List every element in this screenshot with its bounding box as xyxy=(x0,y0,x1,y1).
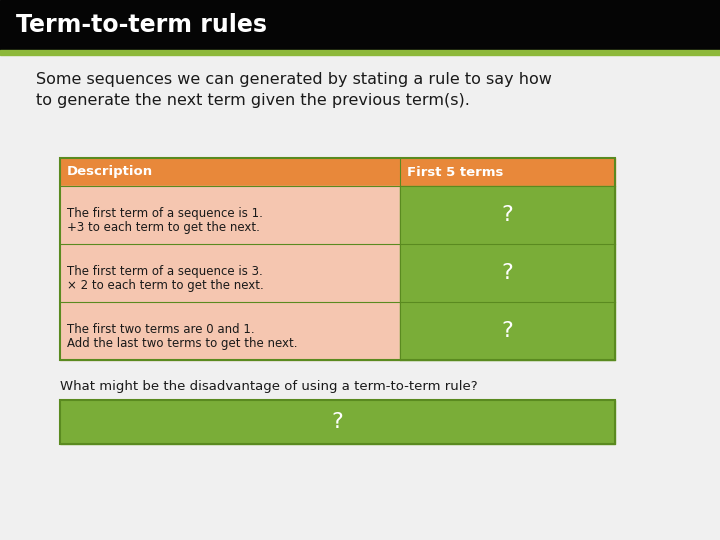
Bar xyxy=(400,186,615,244)
Bar xyxy=(0,50,720,55)
Text: The first term of a sequence is 3.: The first term of a sequence is 3. xyxy=(67,265,263,278)
Text: Term-to-term rules: Term-to-term rules xyxy=(16,13,267,37)
Bar xyxy=(60,158,400,186)
Text: ?: ? xyxy=(502,321,513,341)
Bar xyxy=(400,158,615,186)
Bar xyxy=(60,244,400,302)
Text: ?: ? xyxy=(502,205,513,225)
Text: +3 to each term to get the next.: +3 to each term to get the next. xyxy=(67,221,260,234)
Bar xyxy=(60,400,615,444)
Text: Some sequences we can generated by stating a rule to say how: Some sequences we can generated by stati… xyxy=(36,72,552,87)
Text: First 5 terms: First 5 terms xyxy=(407,165,503,179)
Bar xyxy=(60,400,615,444)
Bar xyxy=(0,0,720,50)
Bar xyxy=(400,302,615,360)
Text: The first term of a sequence is 1.: The first term of a sequence is 1. xyxy=(67,207,263,220)
Text: to generate the next term given the previous term(s).: to generate the next term given the prev… xyxy=(36,93,470,108)
Text: What might be the disadvantage of using a term-to-term rule?: What might be the disadvantage of using … xyxy=(60,380,477,393)
Bar xyxy=(400,244,615,302)
Bar xyxy=(60,158,615,360)
Bar xyxy=(60,186,400,244)
Text: ?: ? xyxy=(332,412,343,432)
Text: The first two terms are 0 and 1.: The first two terms are 0 and 1. xyxy=(67,323,255,336)
Text: Description: Description xyxy=(67,165,153,179)
Text: ?: ? xyxy=(502,263,513,283)
Text: × 2 to each term to get the next.: × 2 to each term to get the next. xyxy=(67,279,264,292)
Text: Add the last two terms to get the next.: Add the last two terms to get the next. xyxy=(67,337,297,350)
Bar xyxy=(60,302,400,360)
